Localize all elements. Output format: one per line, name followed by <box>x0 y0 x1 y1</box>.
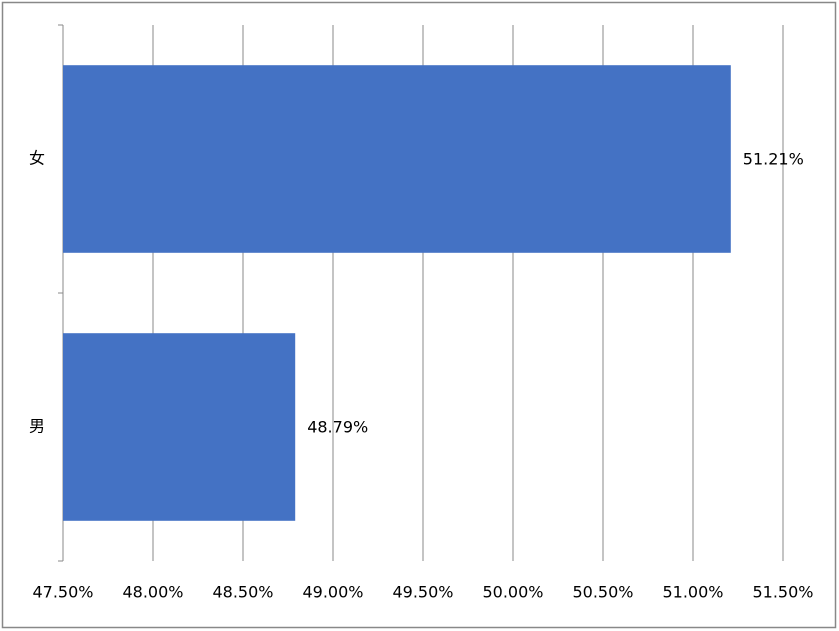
x-tick-label: 47.50% <box>32 583 93 602</box>
x-tick-label: 51.50% <box>752 583 813 602</box>
x-tick-label: 50.00% <box>482 583 543 602</box>
bar <box>63 65 731 253</box>
x-tick-label: 49.00% <box>302 583 363 602</box>
value-label: 48.79% <box>307 418 368 437</box>
y-tick-label: 男 <box>29 417 45 436</box>
x-tick-label: 49.50% <box>392 583 453 602</box>
y-tick-label: 女 <box>29 149 45 168</box>
x-tick-label: 50.50% <box>572 583 633 602</box>
value-label: 51.21% <box>743 150 804 169</box>
x-tick-label: 48.50% <box>212 583 273 602</box>
bar <box>63 333 296 521</box>
x-tick-label: 48.00% <box>122 583 183 602</box>
x-tick-label: 51.00% <box>662 583 723 602</box>
